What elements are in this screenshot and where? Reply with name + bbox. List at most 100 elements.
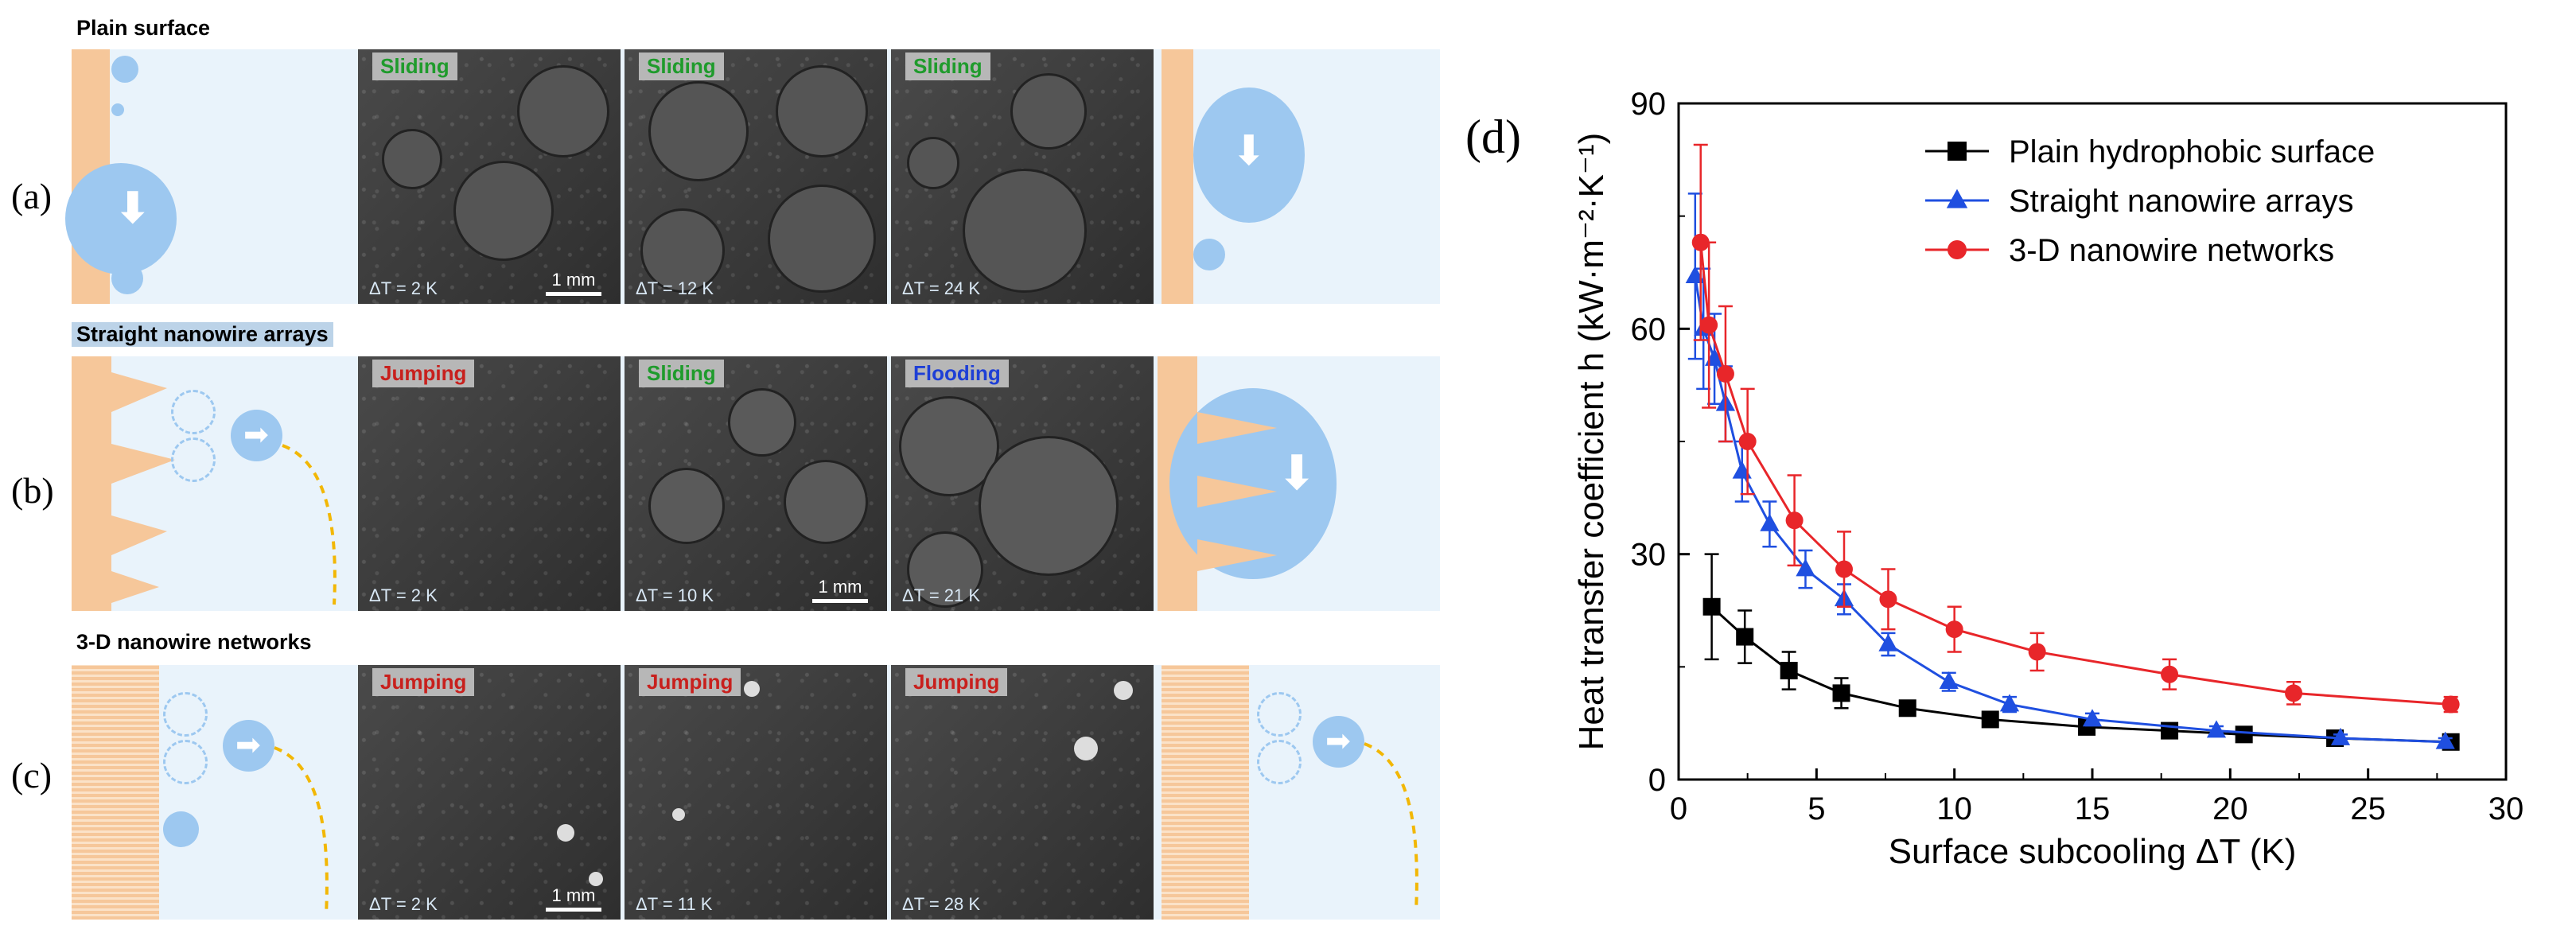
data-point [1939, 671, 1959, 690]
droplet-sliding [65, 163, 177, 274]
data-point [2442, 695, 2460, 714]
nanowire-array-schematic [72, 356, 223, 611]
x-tick-label: 30 [2488, 791, 2524, 826]
data-point [1716, 365, 1734, 383]
droplet-jumping [231, 410, 282, 461]
y-tick-label: 90 [1631, 87, 1667, 122]
panel-a-right-surface [1162, 49, 1193, 304]
scale-bar: 1 mm [546, 885, 601, 912]
panel-a-title: Plain surface [76, 16, 211, 40]
x-tick-label: 25 [2350, 791, 2386, 826]
scale-bar: 1 mm [546, 270, 601, 296]
subcooling-label: ΔT = 12 K [636, 278, 714, 298]
arrow-down-icon: ⬇ [115, 185, 150, 231]
droplet-large [1193, 88, 1305, 223]
droplet-coalescing [171, 438, 216, 482]
data-point [1700, 316, 1718, 334]
micrograph-a1: Sliding ΔT = 2 K 1 mm [358, 49, 621, 304]
subcooling-label: ΔT = 2 K [369, 894, 438, 914]
mode-label: Jumping [905, 668, 1008, 696]
mode-label: Sliding [639, 52, 724, 80]
panel-c-title: 3-D nanowire networks [76, 630, 312, 654]
x-tick-label: 10 [1936, 791, 1972, 826]
arrow-down-icon: ⬇ [1277, 446, 1317, 500]
data-point [1691, 233, 1710, 251]
mode-label: Sliding [372, 52, 457, 80]
data-point [2082, 709, 2103, 727]
micrograph-b1: Jumping ΔT = 2 K [358, 356, 621, 611]
subcooling-label: ΔT = 2 K [369, 278, 438, 298]
data-point [1702, 597, 1721, 616]
data-point [1738, 433, 1757, 450]
micrograph-a2: Sliding ΔT = 12 K [625, 49, 887, 304]
data-point [1879, 590, 1897, 609]
y-tick-label: 60 [1631, 312, 1667, 347]
y-tick-label: 30 [1631, 538, 1667, 573]
x-tick-label: 20 [2212, 791, 2248, 826]
data-point [2235, 725, 2253, 744]
arrow-right-icon: ➡ [1325, 725, 1351, 758]
subcooling-label: ΔT = 10 K [636, 585, 714, 605]
data-point [1832, 684, 1850, 702]
data-point [2161, 665, 2179, 683]
droplet-coalescing [1257, 692, 1302, 737]
panel-b-letter: (b) [11, 470, 54, 511]
mode-label: Jumping [372, 668, 475, 696]
data-point [1760, 513, 1780, 531]
arrow-right-icon: ➡ [235, 729, 261, 762]
droplet-coalescing [1257, 740, 1302, 784]
data-point [1732, 461, 1752, 479]
data-point [2028, 643, 2046, 661]
data-point [1948, 142, 1967, 161]
x-tick-label: 15 [2075, 791, 2111, 826]
droplet-coalescing [163, 692, 208, 737]
droplet-small [111, 56, 138, 83]
data-point [1878, 633, 1898, 651]
trajectory-path [274, 746, 329, 916]
data-point [1835, 560, 1853, 578]
series-line [1694, 275, 2446, 744]
x-axis-label: Surface subcooling ΔT (K) [1889, 832, 2297, 871]
micrograph-b2: Sliding ΔT = 10 K 1 mm [625, 356, 887, 611]
legend-label: Plain hydrophobic surface [2009, 134, 2375, 169]
data-point [1948, 240, 1967, 259]
mode-label: Jumping [639, 668, 741, 696]
x-tick-label: 0 [1670, 791, 1687, 826]
data-point [2285, 684, 2303, 702]
x-tick-label: 5 [1807, 791, 1825, 826]
data-point [2161, 721, 2179, 740]
series-square [1702, 553, 2460, 751]
nanowire-network-schematic-right [1162, 665, 1249, 920]
droplet-small [111, 103, 124, 116]
scale-bar: 1 mm [812, 577, 868, 603]
droplet-small [111, 262, 143, 294]
subcooling-label: ΔT = 21 K [902, 585, 981, 605]
droplet-jumping [223, 720, 274, 772]
panel-d-letter: (d) [1465, 111, 1521, 163]
data-point [1999, 694, 2020, 712]
subcooling-label: ΔT = 28 K [902, 894, 981, 914]
data-point [1736, 628, 1754, 646]
droplet-small [163, 811, 199, 847]
mode-label: Flooding [905, 360, 1009, 387]
micrograph-c2: Jumping ΔT = 11 K [625, 665, 887, 920]
legend-label: Straight nanowire arrays [2009, 184, 2354, 219]
series-line [1699, 242, 2451, 706]
trajectory-path [282, 444, 337, 605]
data-point [1981, 710, 1999, 729]
data-point [1945, 620, 1963, 639]
series-circle [1691, 143, 2460, 714]
data-point [2435, 731, 2455, 749]
data-point [1796, 558, 1815, 577]
subcooling-label: ΔT = 11 K [636, 894, 713, 914]
data-point [2330, 727, 2351, 745]
mode-label: Jumping [372, 360, 475, 387]
droplet-jumping [1313, 716, 1364, 768]
arrow-right-icon: ➡ [243, 418, 269, 452]
panel-a-letter: (a) [11, 176, 53, 216]
trajectory-path [1364, 742, 1418, 912]
data-point [1946, 189, 1968, 208]
subcooling-label: ΔT = 24 K [902, 278, 981, 298]
y-tick-label: 0 [1648, 763, 1666, 798]
micrograph-c1: Jumping ΔT = 2 K 1 mm [358, 665, 621, 920]
